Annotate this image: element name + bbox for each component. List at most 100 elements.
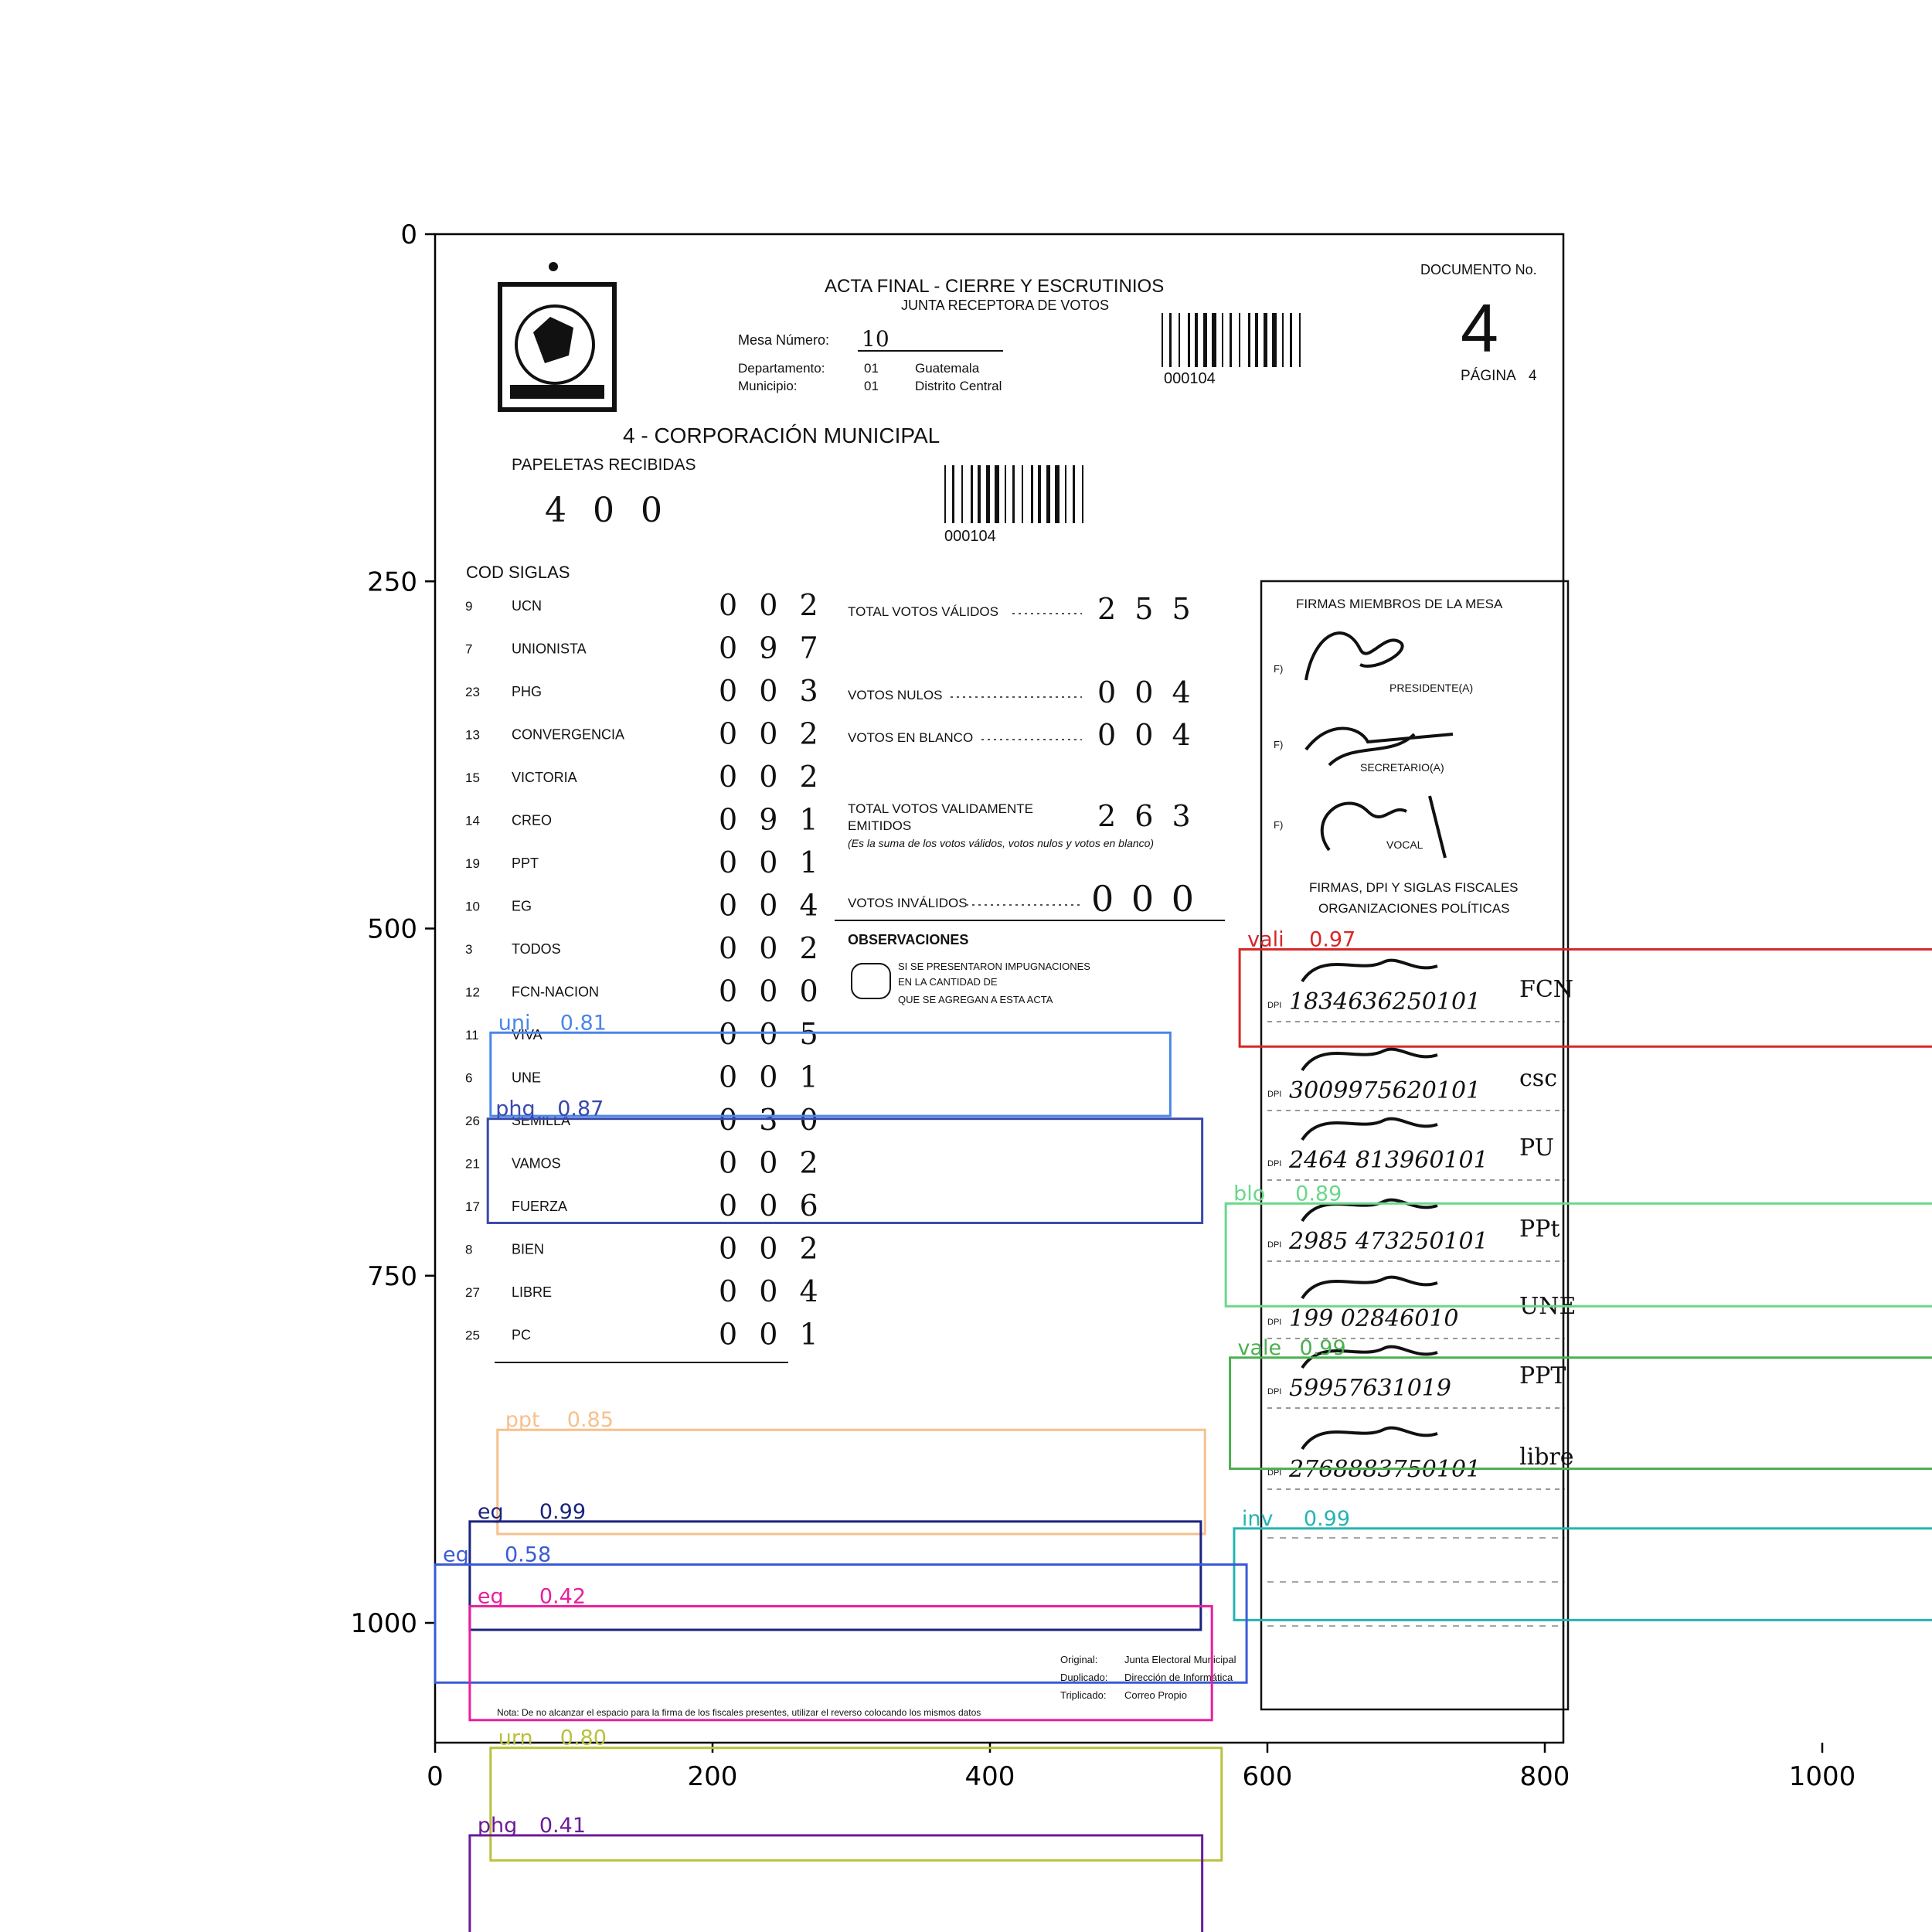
detection-box: eg 0.42 xyxy=(468,1584,1213,1722)
dpi-prefix: DPI xyxy=(1267,1387,1281,1396)
detection-box: vale 0.99 xyxy=(1229,1336,1932,1471)
party-votes: 0 0 2 xyxy=(719,1146,825,1180)
y-tick-label: 1000 xyxy=(350,1608,417,1639)
party-row: 23 PHG 0 0 3 xyxy=(465,674,818,708)
fiscal-entry: DPI 1834636250101 FCN xyxy=(1267,958,1573,1022)
party-row: 13 CONVERGENCIA 0 0 2 xyxy=(465,717,818,751)
party-code: 23 xyxy=(465,685,480,699)
footer-original-label: Original: xyxy=(1060,1654,1097,1665)
detection-score: 0.41 xyxy=(539,1814,586,1838)
detection-box: eg 0.58 xyxy=(434,1543,1248,1684)
detection-score: 0.81 xyxy=(560,1011,607,1035)
party-votes: 0 0 4 xyxy=(719,1274,825,1308)
party-votes: 0 9 7 xyxy=(719,631,825,665)
f-prefix-vocal: F) xyxy=(1274,819,1283,831)
detection-rect xyxy=(486,1117,1204,1224)
detection-box: eg 0.99 xyxy=(468,1500,1202,1631)
detection-score: 0.85 xyxy=(567,1408,614,1432)
party-name: VIVA xyxy=(512,1027,543,1043)
logo-emblem xyxy=(498,262,617,412)
fiscales-title-2: ORGANIZACIONES POLÍTICAS xyxy=(1318,901,1510,916)
party-code: 26 xyxy=(465,1114,480,1128)
party-name: TODOS xyxy=(512,941,561,957)
detection-score: 0.58 xyxy=(505,1543,551,1567)
detection-rect xyxy=(489,1031,1172,1117)
observaciones-line-2: EN LA CANTIDAD DE xyxy=(898,976,998,988)
y-axis: 025050075010001250150017502000 xyxy=(350,219,435,1639)
footer-triplicado-label: Triplicado: xyxy=(1060,1689,1106,1701)
mesa-value: 10 xyxy=(862,326,889,352)
party-name: VICTORIA xyxy=(512,770,577,785)
footer-original-value: Junta Electoral Municipal xyxy=(1124,1654,1236,1665)
dpi-prefix: DPI xyxy=(1267,1001,1281,1010)
party-code: 21 xyxy=(465,1157,480,1172)
detection-label: ppt xyxy=(505,1408,540,1432)
municipio-label: Municipio: xyxy=(738,379,798,393)
fiscal-siglas: FCN xyxy=(1519,976,1573,1003)
footer-nota: Nota: De no alcanzar el espacio para la … xyxy=(497,1707,981,1718)
municipio-code: 01 xyxy=(864,379,879,393)
fiscal-dpi: 59957631019 xyxy=(1289,1375,1451,1402)
party-code: 11 xyxy=(465,1028,479,1043)
fiscal-dpi: 199 02846010 xyxy=(1289,1305,1459,1332)
detection-rect xyxy=(1224,1202,1932,1308)
detection-box: blo 0.89 xyxy=(1224,1182,1932,1308)
party-code: 8 xyxy=(465,1243,472,1257)
detection-box: ppt 0.85 xyxy=(496,1408,1206,1536)
detection-rect xyxy=(434,1563,1248,1684)
x-tick-label: 200 xyxy=(688,1761,738,1792)
party-code: 6 xyxy=(465,1071,472,1086)
pagina-value: 4 xyxy=(1529,368,1537,384)
fiscal-siglas: csc xyxy=(1519,1065,1557,1092)
party-votes: 0 0 2 xyxy=(719,760,825,794)
secretario-label: SECRETARIO(A) xyxy=(1360,761,1444,774)
party-name: CONVERGENCIA xyxy=(512,727,624,743)
observaciones-title: OBSERVACIONES xyxy=(848,932,968,947)
party-votes: 0 0 1 xyxy=(719,1318,825,1352)
fiscal-signature xyxy=(1301,1275,1438,1300)
party-name: PC xyxy=(512,1328,531,1343)
detection-rect xyxy=(468,1604,1213,1722)
party-code: 10 xyxy=(465,900,480,914)
party-row: 27 LIBRE 0 0 4 xyxy=(465,1274,825,1308)
observaciones-line-3: QUE SE AGREGAN A ESTA ACTA xyxy=(898,994,1053,1005)
fiscal-signature xyxy=(1301,1426,1438,1451)
party-votes: 0 0 6 xyxy=(719,1189,825,1223)
party-row: 25 PC 0 0 1 xyxy=(465,1318,825,1352)
party-name: EG xyxy=(512,899,532,914)
total-emitidos-label-2: EMITIDOS xyxy=(848,818,911,833)
firmas-title: FIRMAS MIEMBROS DE LA MESA xyxy=(1296,597,1503,611)
fiscales-title-1: FIRMAS, DPI Y SIGLAS FISCALES xyxy=(1309,880,1519,895)
detection-label: phg xyxy=(478,1814,517,1838)
fiscal-siglas: libre xyxy=(1519,1444,1574,1471)
papeletas-value: 4 0 0 xyxy=(545,491,670,530)
party-code: 15 xyxy=(465,770,480,785)
party-code: 9 xyxy=(465,599,472,614)
presidente-label: PRESIDENTE(A) xyxy=(1389,682,1473,694)
detection-label: vale xyxy=(1238,1336,1282,1360)
detection-box: vali 0.97 xyxy=(1238,927,1932,1048)
papeletas-label: PAPELETAS RECIBIDAS xyxy=(512,456,696,474)
party-votes: 0 0 1 xyxy=(719,1060,825,1094)
party-votes: 0 9 1 xyxy=(719,803,825,837)
detection-label: phg xyxy=(495,1097,535,1121)
party-votes: 0 0 0 xyxy=(719,975,825,1009)
party-name: FCN-NACION xyxy=(512,985,599,1000)
parties-header: COD SIGLAS xyxy=(466,563,570,582)
party-name: VAMOS xyxy=(512,1156,561,1172)
party-name: UCN xyxy=(512,598,542,614)
party-name: UNIONISTA xyxy=(512,641,587,657)
signature-vocal xyxy=(1320,795,1447,859)
fiscal-dpi: 2985 473250101 xyxy=(1288,1228,1488,1255)
totals-block: TOTAL VOTOS VÁLIDOS 2 5 5 VOTOS NULOS 0 … xyxy=(835,592,1225,921)
party-code: 19 xyxy=(465,856,480,871)
detection-label: uni xyxy=(498,1011,531,1035)
party-name: FUERZA xyxy=(512,1199,567,1214)
detection-score: 0.99 xyxy=(539,1500,586,1524)
f-prefix-presidente: F) xyxy=(1274,663,1283,675)
mesa-label: Mesa Número: xyxy=(738,332,829,348)
x-tick-label: 400 xyxy=(965,1761,1015,1792)
signatures-panel: FIRMAS MIEMBROS DE LA MESA F) PRESIDENTE… xyxy=(1260,580,1576,1711)
party-row: 3 TODOS 0 0 2 xyxy=(465,931,818,965)
